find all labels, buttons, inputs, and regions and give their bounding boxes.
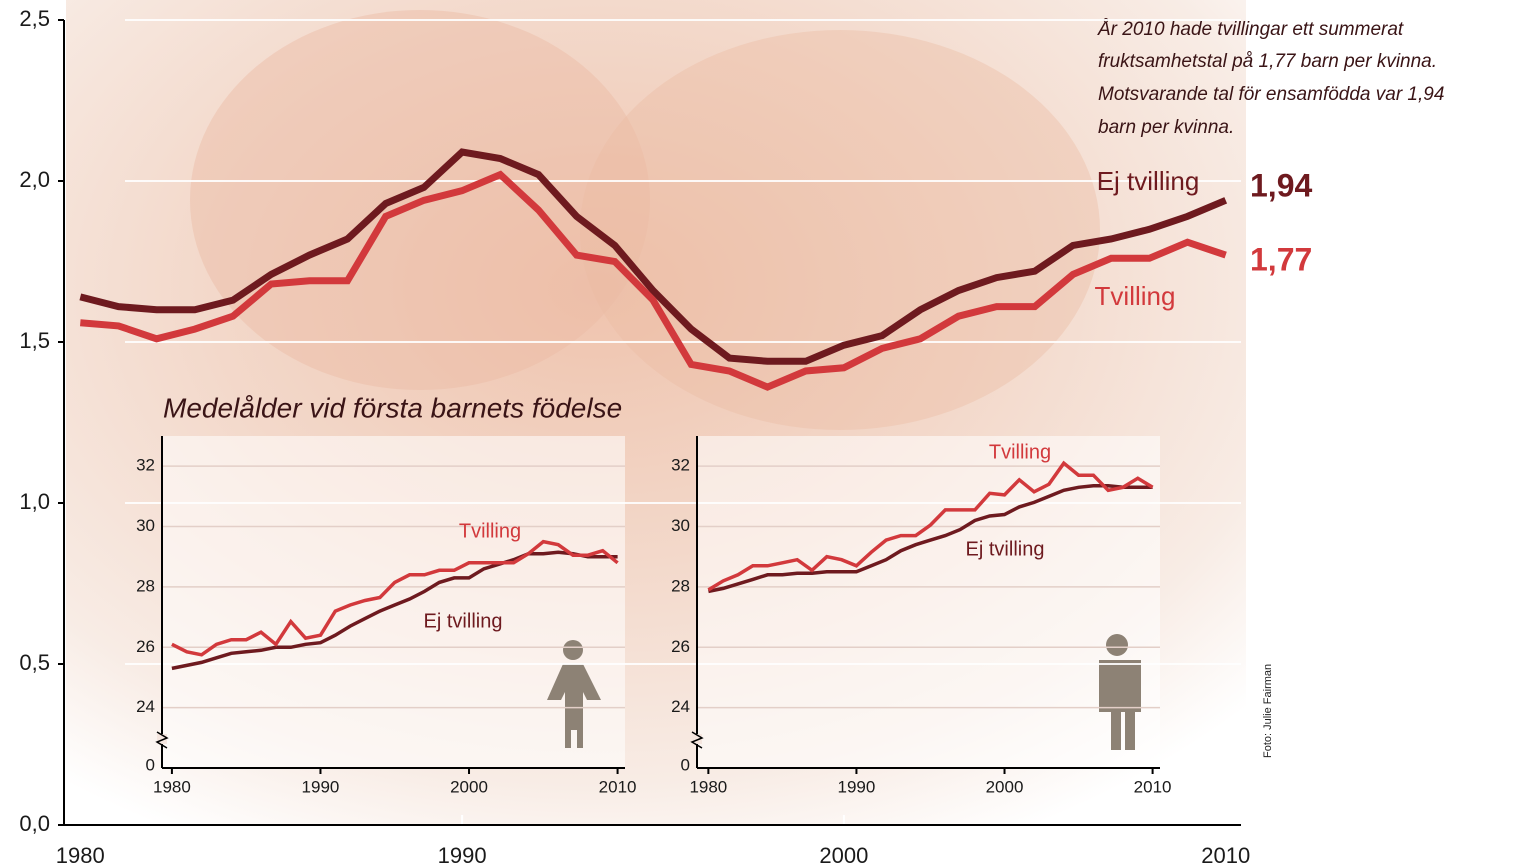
photo-credit: Foto: Julie Fairman <box>1262 664 1274 758</box>
x-tick-label: 1980 <box>153 777 191 796</box>
series-label: Tvilling <box>1095 281 1176 311</box>
x-tick-label: 1980 <box>56 843 105 866</box>
woman-icon <box>547 640 601 748</box>
series-line <box>79 148 1228 365</box>
series-line <box>707 460 1154 592</box>
series-label: Tvilling <box>989 441 1051 463</box>
y-tick-label: 1,0 <box>19 489 50 514</box>
y-tick-label: 30 <box>136 516 155 535</box>
y-tick-label: 24 <box>671 697 690 716</box>
x-tick-label: 2000 <box>819 843 868 866</box>
y-tick-label: 26 <box>136 637 155 656</box>
series-label: Ej tvilling <box>1097 166 1200 196</box>
man-icon <box>1093 634 1141 750</box>
annotation: Motsvarande tal för ensamfödda var 1,94 <box>1098 84 1444 105</box>
axis-break-gap <box>692 734 702 744</box>
axis-break <box>690 731 704 749</box>
y-tick-label: 28 <box>671 576 690 595</box>
x-tick-label: 2000 <box>450 777 488 796</box>
x-tick-label: 2000 <box>986 777 1024 796</box>
y-tick-label: 32 <box>671 456 690 475</box>
y-tick-label: 26 <box>671 637 690 656</box>
y-tick-label: 0,5 <box>19 650 50 675</box>
end-value-label: 1,94 <box>1250 167 1312 203</box>
axis-break-label: 0 <box>681 755 690 774</box>
y-tick-label: 2,0 <box>19 167 50 192</box>
x-tick-label: 1990 <box>838 777 876 796</box>
series-label: Ej tvilling <box>424 610 503 632</box>
x-tick-label: 1980 <box>689 777 727 796</box>
axis-break <box>155 731 169 749</box>
y-tick-label: 1,5 <box>19 328 50 353</box>
y-tick-label: 2,5 <box>19 6 50 31</box>
x-tick-label: 2010 <box>1201 843 1250 866</box>
y-tick-label: 28 <box>136 576 155 595</box>
inset-panel <box>163 436 625 768</box>
x-tick-label: 2010 <box>599 777 637 796</box>
annotation: barn per kvinna. <box>1098 117 1234 138</box>
end-value-label: 1,77 <box>1250 241 1312 277</box>
x-tick-label: 1990 <box>438 843 487 866</box>
y-tick-label: 24 <box>136 697 155 716</box>
y-tick-label: 32 <box>136 456 155 475</box>
annotation: fruktsamhetstal på 1,77 barn per kvinna. <box>1098 51 1437 72</box>
series-line <box>171 550 618 671</box>
x-tick-label: 2010 <box>1134 777 1172 796</box>
series-line <box>708 484 1153 594</box>
annotation: År 2010 hade tvillingar ett summerat <box>1097 19 1404 40</box>
series-label: Tvilling <box>459 520 521 542</box>
axis-break-label: 0 <box>146 755 155 774</box>
series-line <box>171 539 619 657</box>
series-label: Ej tvilling <box>966 538 1045 560</box>
photo-shape <box>580 30 1100 430</box>
y-tick-label: 30 <box>671 516 690 535</box>
y-tick-label: 0,0 <box>19 811 50 836</box>
series-line <box>80 170 1227 391</box>
inset-title: Medelålder vid första barnets födelse <box>163 392 622 423</box>
inset-panel <box>698 436 1160 768</box>
x-tick-label: 1990 <box>302 777 340 796</box>
axis-break-gap <box>157 734 167 744</box>
